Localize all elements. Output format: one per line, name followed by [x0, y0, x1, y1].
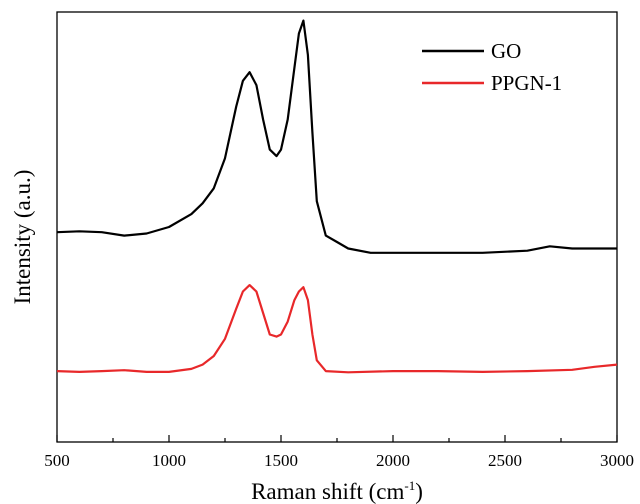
legend: GO PPGN-1 [422, 39, 562, 95]
x-tick-label: 2000 [376, 451, 410, 470]
legend-label-go: GO [491, 39, 521, 63]
series-line-ppgn-1 [56, 284, 618, 374]
x-axis-title: Raman shift (cm-1) [251, 478, 423, 504]
x-tick-label: 3000 [600, 451, 634, 470]
x-axis-ticks [56, 435, 618, 442]
x-tick-label: 500 [44, 451, 70, 470]
x-axis-tick-labels: 500 1000 1500 2000 2500 3000 [44, 451, 634, 470]
series-layer [56, 19, 618, 374]
x-tick-label: 1500 [264, 451, 298, 470]
series-line-go [56, 19, 617, 254]
legend-label-ppgn-1: PPGN-1 [491, 71, 562, 95]
y-axis-title: Intensity (a.u.) [10, 170, 35, 305]
x-tick-label: 2500 [488, 451, 522, 470]
x-tick-label: 1000 [152, 451, 186, 470]
